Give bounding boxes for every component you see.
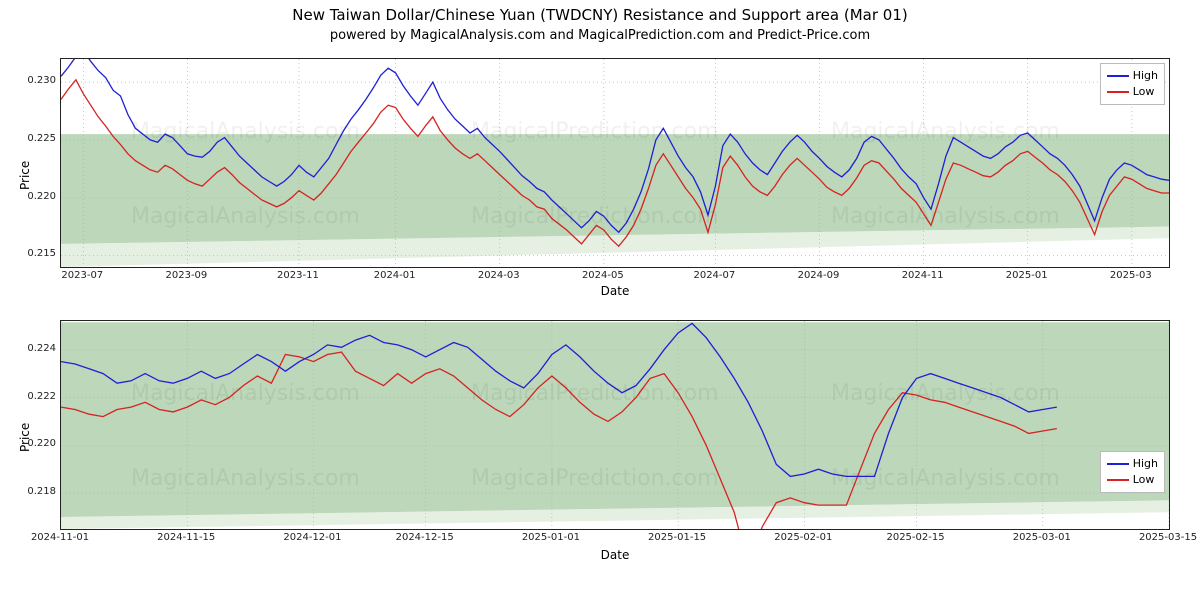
legend-top: High Low: [1100, 63, 1165, 105]
legend-label-low: Low: [1133, 473, 1155, 486]
legend-bottom: High Low: [1100, 451, 1165, 493]
ytick-label: 0.218: [22, 486, 56, 497]
legend-item-high: High: [1107, 68, 1158, 84]
xtick-label: 2024-11-15: [156, 532, 216, 543]
chart-bottom-panel: High Low MagicalAnalysis.com MagicalPred…: [60, 320, 1170, 530]
figure: New Taiwan Dollar/Chinese Yuan (TWDCNY) …: [0, 0, 1200, 600]
legend-item-high: High: [1107, 456, 1158, 472]
xtick-label: 2025-01: [997, 270, 1057, 281]
chart-bottom-svg: [61, 321, 1169, 529]
xtick-label: 2024-12-01: [282, 532, 342, 543]
xtick-label: 2024-11: [893, 270, 953, 281]
xtick-label: 2024-12-15: [395, 532, 455, 543]
ylabel-top: Price: [18, 161, 32, 190]
xtick-label: 2024-01: [365, 270, 425, 281]
ytick-label: 0.220: [22, 191, 56, 202]
chart-subtitle: powered by MagicalAnalysis.com and Magic…: [0, 28, 1200, 43]
legend-item-low: Low: [1107, 84, 1158, 100]
chart-title: New Taiwan Dollar/Chinese Yuan (TWDCNY) …: [0, 6, 1200, 24]
xtick-label: 2025-02-01: [773, 532, 833, 543]
xtick-label: 2025-01-01: [521, 532, 581, 543]
legend-label-high: High: [1133, 457, 1158, 470]
xtick-label: 2024-07: [684, 270, 744, 281]
xtick-label: 2024-03: [469, 270, 529, 281]
ytick-label: 0.215: [22, 248, 56, 259]
ytick-label: 0.220: [22, 438, 56, 449]
ytick-label: 0.224: [22, 343, 56, 354]
xtick-label: 2025-03-15: [1138, 532, 1198, 543]
xtick-label: 2025-01-15: [647, 532, 707, 543]
legend-label-low: Low: [1133, 85, 1155, 98]
xtick-label: 2023-09: [156, 270, 216, 281]
xtick-label: 2025-03: [1101, 270, 1161, 281]
xtick-label: 2023-07: [52, 270, 112, 281]
xtick-label: 2025-02-15: [886, 532, 946, 543]
xtick-label: 2025-03-01: [1012, 532, 1072, 543]
legend-label-high: High: [1133, 69, 1158, 82]
chart-top-svg: [61, 59, 1169, 267]
ytick-label: 0.222: [22, 391, 56, 402]
xtick-label: 2024-11-01: [30, 532, 90, 543]
ytick-label: 0.225: [22, 133, 56, 144]
ytick-label: 0.230: [22, 75, 56, 86]
xlabel-bottom: Date: [60, 548, 1170, 562]
xlabel-top: Date: [60, 284, 1170, 298]
xtick-label: 2023-11: [268, 270, 328, 281]
xtick-label: 2024-05: [573, 270, 633, 281]
legend-item-low: Low: [1107, 472, 1158, 488]
chart-top-panel: High Low MagicalAnalysis.com MagicalPred…: [60, 58, 1170, 268]
xtick-label: 2024-09: [788, 270, 848, 281]
